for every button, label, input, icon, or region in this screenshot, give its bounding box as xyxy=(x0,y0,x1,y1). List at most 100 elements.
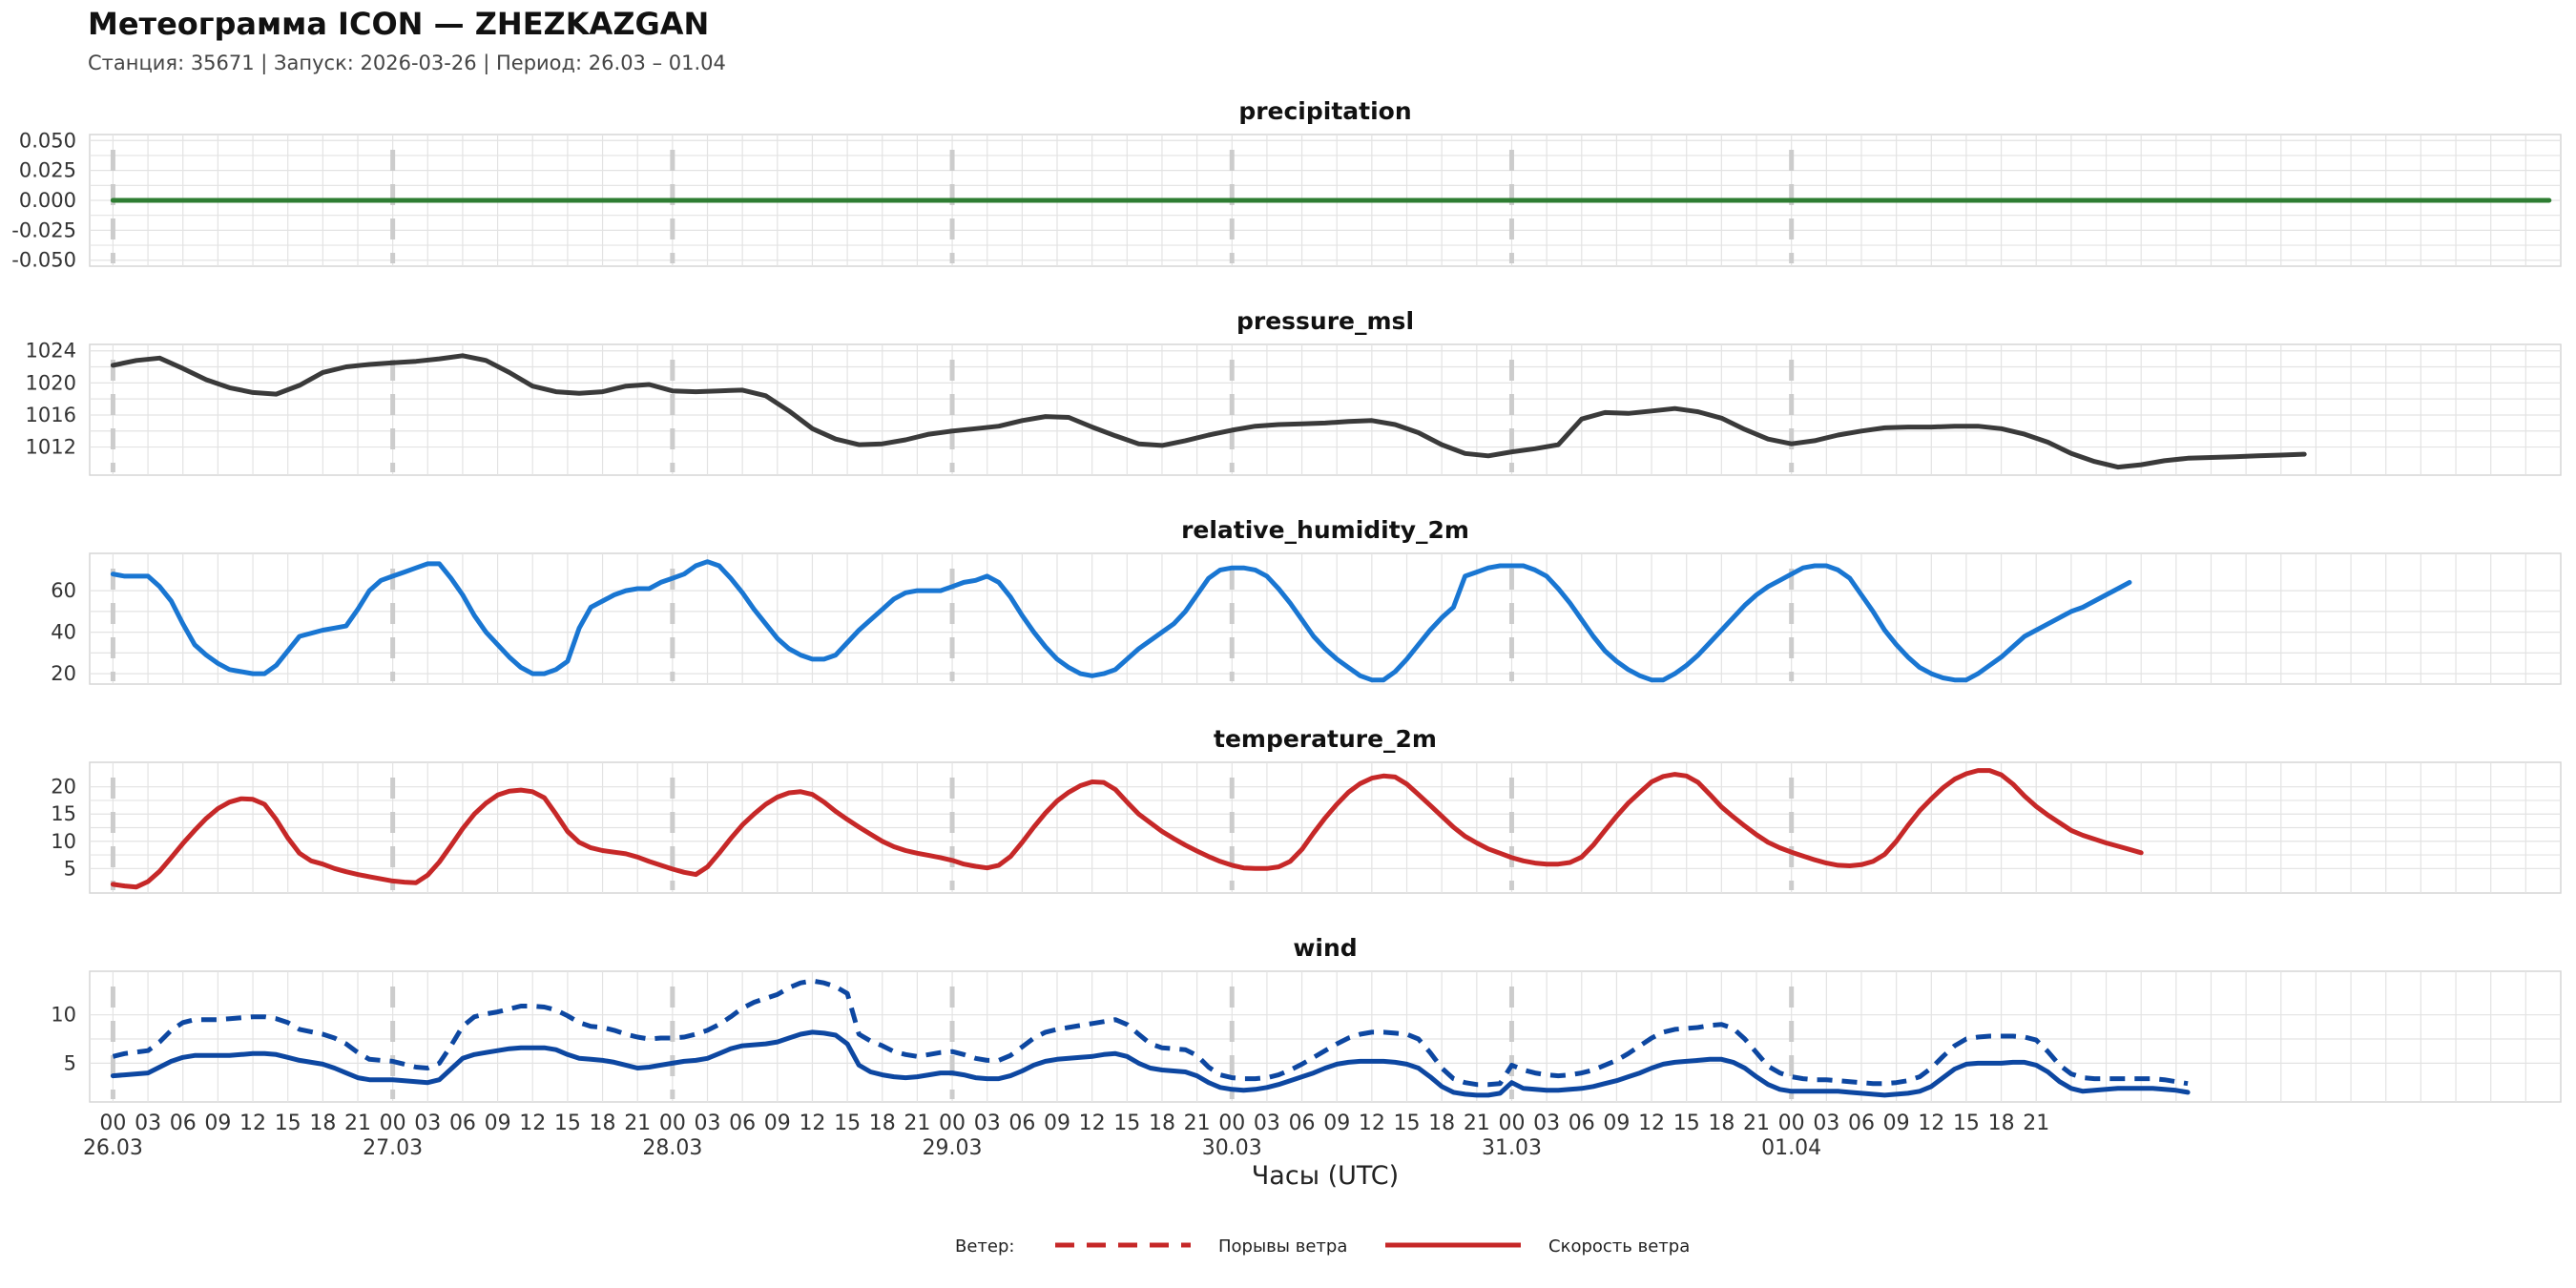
x-day-label: 31.03 xyxy=(1482,1136,1542,1160)
x-tick-label: 15 xyxy=(1394,1111,1421,1135)
x-tick-label: 18 xyxy=(1428,1111,1455,1135)
x-tick-label: 21 xyxy=(1743,1111,1770,1135)
x-tick-label: 12 xyxy=(1359,1111,1385,1135)
panel-title: temperature_2m xyxy=(1214,725,1437,753)
x-tick-label: 21 xyxy=(344,1111,371,1135)
legend-label: Скорость ветра xyxy=(1548,1236,1690,1257)
x-tick-label: 03 xyxy=(1813,1111,1839,1135)
panel-title: pressure_msl xyxy=(1236,307,1414,335)
x-tick-label: 09 xyxy=(1044,1111,1070,1135)
x-tick-label: 12 xyxy=(799,1111,825,1135)
x-tick-label: 18 xyxy=(590,1111,616,1135)
y-tick-label: 40 xyxy=(51,621,76,644)
series-pressure_msl xyxy=(110,353,2307,470)
x-tick-label: 15 xyxy=(834,1111,861,1135)
y-tick-label: 5 xyxy=(64,857,76,880)
x-tick-label: 15 xyxy=(275,1111,301,1135)
x-tick-label: 21 xyxy=(1184,1111,1211,1135)
panel-frame xyxy=(89,970,2562,1103)
panel-frame xyxy=(89,343,2562,476)
x-tick-label: 03 xyxy=(1533,1111,1560,1135)
x-tick-label: 09 xyxy=(764,1111,791,1135)
series-temperature_2m xyxy=(110,768,2144,890)
y-tick-label: 0.000 xyxy=(19,189,76,212)
x-tick-label: 00 xyxy=(1778,1111,1805,1135)
y-tick-label: 60 xyxy=(51,579,76,602)
x-day-label: 01.04 xyxy=(1761,1136,1821,1160)
series-скорость-ветра xyxy=(110,1029,2191,1098)
x-tick-label: 09 xyxy=(1323,1111,1350,1135)
y-tick-label: 1012 xyxy=(26,436,76,459)
y-tick-label: 0.050 xyxy=(19,129,76,152)
x-tick-label: 06 xyxy=(729,1111,756,1135)
x-tick-label: 06 xyxy=(1008,1111,1035,1135)
legend-title: Ветер: xyxy=(955,1236,1014,1257)
panel-title: wind xyxy=(1293,934,1357,962)
x-tick-label: 06 xyxy=(1568,1111,1595,1135)
x-day-label: 26.03 xyxy=(83,1136,143,1160)
x-tick-label: 12 xyxy=(1918,1111,1944,1135)
panel-precipitation: precipitation 0.050 0.025 0.000 -0.025 -0.050 xyxy=(11,97,2562,272)
x-axis-label: Часы (UTC) xyxy=(1252,1161,1399,1191)
x-tick-label: 21 xyxy=(624,1111,651,1135)
y-tick-label: 15 xyxy=(51,802,76,825)
y-tick-label: 1024 xyxy=(26,340,76,363)
x-tick-label: 06 xyxy=(1289,1111,1316,1135)
x-tick-label: 15 xyxy=(554,1111,581,1135)
x-tick-label: 03 xyxy=(974,1111,1001,1135)
x-tick-label: 18 xyxy=(1988,1111,2015,1135)
x-tick-label: 09 xyxy=(1883,1111,1910,1135)
panel-title: relative_humidity_2m xyxy=(1181,516,1469,544)
x-day-label: 28.03 xyxy=(642,1136,702,1160)
panel-temperature_2m: temperature_2m 20 15 10 5 xyxy=(51,725,2562,894)
x-tick-label: 06 xyxy=(1848,1111,1875,1135)
y-tick-label: 10 xyxy=(51,830,76,853)
x-tick-label: 15 xyxy=(1953,1111,1980,1135)
x-tick-label: 18 xyxy=(1149,1111,1175,1135)
y-tick-label: -0.025 xyxy=(11,218,76,241)
x-tick-label: 09 xyxy=(204,1111,231,1135)
x-day-label: 29.03 xyxy=(923,1136,983,1160)
x-tick-label: 12 xyxy=(1079,1111,1106,1135)
x-day-label: 27.03 xyxy=(363,1136,423,1160)
y-tick-label: 5 xyxy=(64,1051,76,1074)
x-tick-label: 00 xyxy=(939,1111,966,1135)
x-tick-label: 12 xyxy=(239,1111,266,1135)
x-tick-label: 03 xyxy=(414,1111,441,1135)
y-tick-label: 20 xyxy=(51,662,76,685)
chart-title: Метеограмма ICON — ZHEZKAZGAN xyxy=(88,6,709,42)
x-tick-label: 00 xyxy=(659,1111,686,1135)
y-tick-label: 1020 xyxy=(26,371,76,394)
x-tick-label: 00 xyxy=(380,1111,406,1135)
series-relative_humidity_2m xyxy=(110,559,2132,683)
x-axis: 00 03 06 09 12 15 18 21 00 03 06 09 12 15 18 21 00 03 06 09… xyxy=(83,1111,2049,1160)
x-tick-label: 06 xyxy=(170,1111,197,1135)
x-tick-label: 09 xyxy=(485,1111,511,1135)
y-tick-label: 0.025 xyxy=(19,159,76,182)
y-tick-label: -0.050 xyxy=(11,249,76,272)
x-tick-label: 00 xyxy=(99,1111,126,1135)
x-tick-label: 00 xyxy=(1498,1111,1525,1135)
x-tick-label: 12 xyxy=(519,1111,546,1135)
legend-label: Порывы ветра xyxy=(1218,1236,1347,1257)
panel-frame xyxy=(89,552,2562,685)
x-tick-label: 03 xyxy=(1254,1111,1280,1135)
y-tick-label: 10 xyxy=(51,1004,76,1027)
x-tick-label: 18 xyxy=(869,1111,896,1135)
x-tick-label: 15 xyxy=(1113,1111,1140,1135)
x-tick-label: 03 xyxy=(135,1111,161,1135)
x-tick-label: 21 xyxy=(2023,1111,2049,1135)
x-tick-label: 00 xyxy=(1218,1111,1245,1135)
panel-pressure_msl: pressure_msl 1024 1020 1016 1012 xyxy=(26,307,2562,476)
legend: Ветер: Порывы ветра Скорость ветра xyxy=(955,1236,1690,1257)
panel-relative_humidity_2m: relative_humidity_2m 60 40 20 xyxy=(51,516,2562,685)
x-tick-label: 03 xyxy=(695,1111,721,1135)
series-порывы-ветра xyxy=(112,978,2189,1088)
x-tick-label: 06 xyxy=(449,1111,476,1135)
x-tick-label: 15 xyxy=(1673,1111,1700,1135)
x-tick-label: 18 xyxy=(1708,1111,1735,1135)
x-day-label: 30.03 xyxy=(1202,1136,1262,1160)
panel-wind: wind 10 5 xyxy=(51,934,2562,1103)
x-tick-label: 12 xyxy=(1638,1111,1665,1135)
